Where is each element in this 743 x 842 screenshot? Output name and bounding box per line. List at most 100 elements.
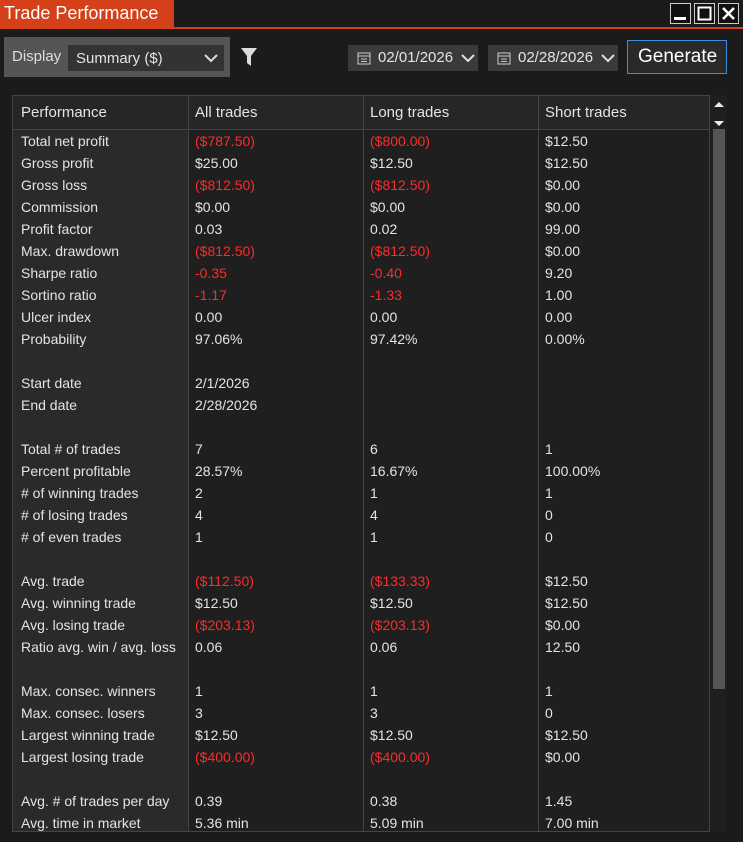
row-label: Percent profitable xyxy=(21,463,131,479)
cell-value: 1 xyxy=(370,683,378,699)
scrollbar xyxy=(711,95,727,832)
column-divider xyxy=(363,96,364,831)
row-label: Max. drawdown xyxy=(21,243,120,259)
window-title: Trade Performance xyxy=(4,3,159,23)
row-label: Commission xyxy=(21,199,99,215)
cell-value: 2 xyxy=(195,485,203,501)
cell-value: $12.50 xyxy=(370,595,413,611)
display-dropdown[interactable]: Summary ($) xyxy=(68,45,224,71)
cell-value: $12.50 xyxy=(370,727,413,743)
cell-value: ($812.50) xyxy=(370,177,430,193)
cell-value: 7.00 min xyxy=(545,815,599,831)
cell-value: 99.00 xyxy=(545,221,581,237)
generate-label: Generate xyxy=(638,46,718,67)
end-date-picker[interactable]: 02/28/2026 xyxy=(488,45,618,71)
cell-value: ($133.33) xyxy=(370,573,430,589)
header-row xyxy=(13,96,709,130)
cell-value: 0 xyxy=(545,705,553,721)
cell-value: 5.09 min xyxy=(370,815,424,831)
cell-value: $12.50 xyxy=(545,133,588,149)
row-label: Probability xyxy=(21,331,87,347)
scroll-thumb[interactable] xyxy=(713,129,725,689)
cell-value: -1.17 xyxy=(195,287,227,303)
row-label: Ratio avg. win / avg. loss xyxy=(21,639,176,655)
cell-value: 28.57% xyxy=(195,463,243,479)
cell-value: $12.50 xyxy=(545,155,588,171)
cell-value: $0.00 xyxy=(195,199,231,215)
cell-value: $12.50 xyxy=(370,155,413,171)
cell-value: ($800.00) xyxy=(370,133,430,149)
end-date: 02/28/2026 xyxy=(518,49,594,66)
cell-value: 97.42% xyxy=(370,331,418,347)
scroll-arrows[interactable] xyxy=(713,99,725,129)
column-header: All trades xyxy=(195,104,258,121)
cell-value: 3 xyxy=(195,705,203,721)
chevron xyxy=(461,54,475,63)
title-rule xyxy=(0,27,743,29)
cell-value: 1 xyxy=(195,683,203,699)
cell-value: ($787.50) xyxy=(195,133,255,149)
row-label: # of losing trades xyxy=(21,507,128,523)
cell-value: ($812.50) xyxy=(195,243,255,259)
window-controls xyxy=(670,3,739,24)
start-date: 02/01/2026 xyxy=(378,49,454,66)
cell-value: $12.50 xyxy=(545,573,588,589)
cell-value: 1.00 xyxy=(545,287,573,303)
chevron xyxy=(204,54,218,63)
cell-value: $0.00 xyxy=(545,617,581,633)
cell-value: 1 xyxy=(545,441,553,457)
cell-value: 2/1/2026 xyxy=(195,375,250,391)
label-column xyxy=(13,96,188,831)
row-label: Avg. trade xyxy=(21,573,85,589)
cell-value: 0.00 xyxy=(370,309,398,325)
filter-button[interactable] xyxy=(240,46,258,68)
cell-value: 6 xyxy=(370,441,378,457)
row-label: Total # of trades xyxy=(21,441,121,457)
cell-value: $0.00 xyxy=(370,199,406,215)
row-label: Avg. # of trades per day xyxy=(21,793,170,809)
minimize-button[interactable] xyxy=(670,3,691,24)
cell-value: ($812.50) xyxy=(195,177,255,193)
cell-value: ($400.00) xyxy=(195,749,255,765)
cell-value: ($400.00) xyxy=(370,749,430,765)
cell-value: 0 xyxy=(545,529,553,545)
cell-value: 0.39 xyxy=(195,793,223,809)
cell-value: 0.00 xyxy=(545,309,573,325)
row-label: Gross profit xyxy=(21,155,94,171)
start-date-picker[interactable]: 02/01/2026 xyxy=(348,45,478,71)
row-label: Largest winning trade xyxy=(21,727,155,743)
title-tab: Trade Performance xyxy=(0,0,174,27)
cell-value: -0.35 xyxy=(195,265,227,281)
column-divider xyxy=(538,96,539,831)
row-label: Avg. losing trade xyxy=(21,617,126,633)
generate-button[interactable]: Generate xyxy=(627,40,727,74)
row-label: Ulcer index xyxy=(21,309,92,325)
row-label: Max. consec. winners xyxy=(21,683,156,699)
column-header: Short trades xyxy=(545,104,627,121)
cell-value: 1 xyxy=(545,683,553,699)
row-label: Profit factor xyxy=(21,221,93,237)
cell-value: 0.02 xyxy=(370,221,398,237)
maximize-button[interactable] xyxy=(694,3,715,24)
cell-value: 3 xyxy=(370,705,378,721)
cell-value: 7 xyxy=(195,441,203,457)
display-label: Display xyxy=(12,48,62,65)
cell-value: $0.00 xyxy=(545,199,581,215)
chevron xyxy=(601,54,615,63)
row-label: Max. consec. losers xyxy=(21,705,145,721)
cell-value: 0 xyxy=(545,507,553,523)
cell-value: 0.06 xyxy=(195,639,223,655)
cell-value: 1 xyxy=(545,485,553,501)
row-label: End date xyxy=(21,397,78,413)
cell-value: 0.00 xyxy=(195,309,223,325)
calendar-icon xyxy=(357,52,371,65)
calendar-icon xyxy=(497,52,511,65)
close-button[interactable] xyxy=(718,3,739,24)
cell-value: ($203.13) xyxy=(370,617,430,633)
cell-value: 12.50 xyxy=(545,639,581,655)
cell-value: 1 xyxy=(370,485,378,501)
display-value: Summary ($) xyxy=(76,50,163,67)
row-label: Sortino ratio xyxy=(21,287,97,303)
cell-value: 1 xyxy=(370,529,378,545)
